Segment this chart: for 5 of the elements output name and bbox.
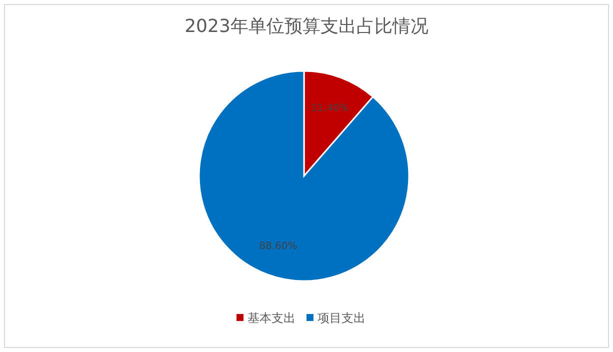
data-label: 11.40% (310, 103, 349, 114)
legend-label: 基本支出 (248, 311, 296, 325)
legend-label: 项目支出 (318, 311, 366, 325)
chart-title: 2023年单位预算支出占比情况 (184, 16, 428, 37)
data-label: 88.60% (259, 240, 298, 252)
